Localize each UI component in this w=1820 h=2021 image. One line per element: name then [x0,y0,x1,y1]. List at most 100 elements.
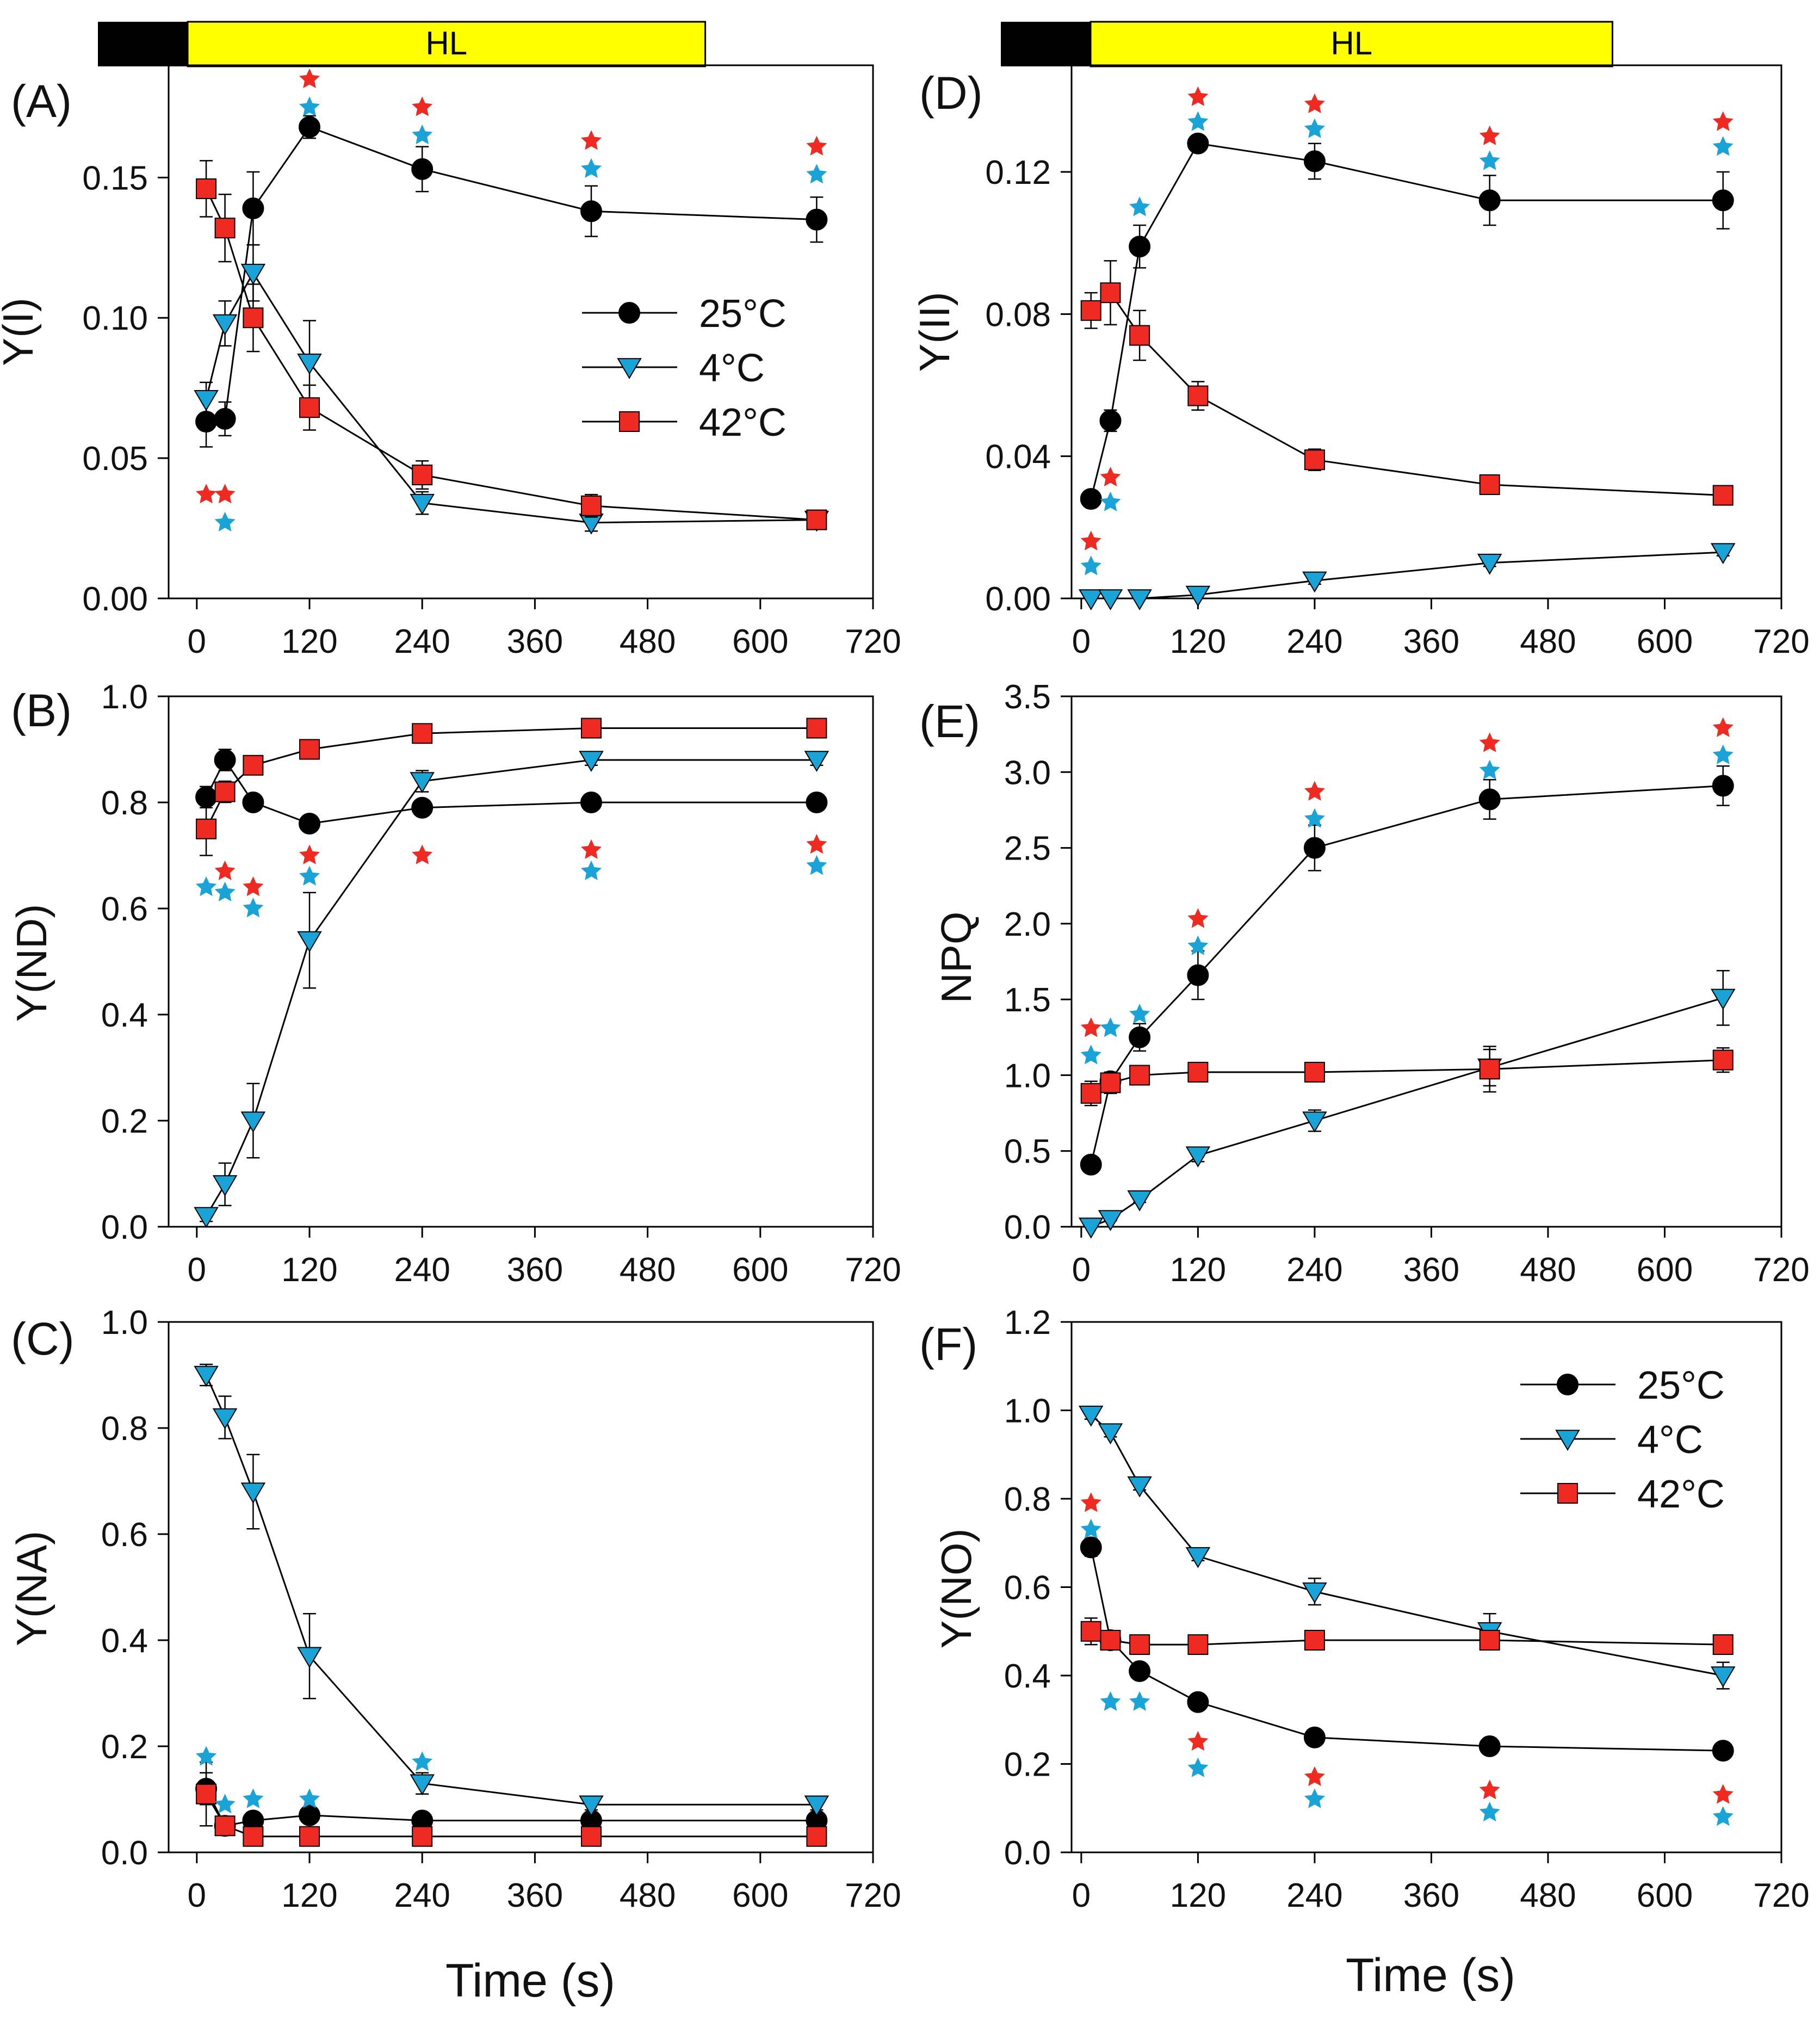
x-tick-label: 240 [1286,1877,1342,1914]
significance-asterisk [1479,759,1500,780]
significance-asterisk [1712,744,1734,764]
y-tick-label: 0.04 [985,438,1051,476]
significance-asterisk [1187,1757,1209,1777]
significance-asterisk [1479,125,1500,145]
significance-asterisk [1304,781,1325,801]
data-point [1187,1634,1209,1655]
y-axis-label: Y(I) [0,298,42,366]
data-point [1100,1072,1121,1093]
x-tick-label: 120 [281,1877,337,1914]
series-25°C [195,749,828,835]
legend-label: 25°C [699,292,787,336]
x-tick-label: 600 [1637,1877,1693,1914]
y-tick-label: 0.12 [985,154,1051,191]
significance-asterisk [196,484,217,504]
data-point [299,116,320,138]
data-point [1302,571,1327,593]
significance-asterisk [299,844,320,864]
data-point [1185,1146,1211,1167]
y-tick-label: 0.8 [1004,1481,1051,1518]
series-4°C [194,1363,829,1817]
y-tick-label: 3.5 [1004,678,1051,716]
legend-label: 42°C [1637,1473,1725,1516]
significance-asterisk [299,1788,320,1808]
panel-F: 0 120 240 360 480 600 720 0.0 0.2 0.4 0.6 0.8 1.0 1.2… [919,1304,1810,1914]
data-point [1477,553,1502,575]
data-point [299,739,320,760]
x-tick-label: 0 [1072,623,1091,660]
significance-asterisk [196,1746,217,1766]
y-tick-label: 1.0 [101,678,148,716]
data-point [1712,1049,1734,1071]
data-point [1080,1083,1101,1104]
data-point [1185,585,1211,607]
y-tick-label: 2.5 [1004,830,1051,868]
y-tick-label: 0.8 [101,784,148,822]
legend-marker [617,358,642,379]
y-tick-label: 0.2 [101,1103,148,1140]
significance-asterisk [1100,466,1121,486]
data-point [1127,1476,1152,1498]
data-point [1129,1026,1151,1048]
significance-asterisk [1712,136,1734,156]
data-point [1129,1660,1151,1682]
x-tick-label: 360 [507,1251,563,1289]
significance-asterisk [1712,1784,1734,1804]
significance-asterisk [412,96,433,116]
significance-asterisk [1187,111,1209,131]
x-tick-label: 120 [281,623,337,660]
y-tick-label: 0.0 [1004,1834,1051,1872]
y-tick-label: 0.2 [1004,1746,1051,1784]
x-tick-label: 0 [188,623,206,660]
data-point [242,792,264,813]
data-point [410,1774,435,1796]
significance-asterisk [806,834,827,854]
data-point [1303,150,1326,172]
x-tick-label: 720 [1753,1877,1809,1914]
y-tick-label: 0.8 [101,1410,148,1448]
data-point [1710,988,1736,1010]
y-tick-label: 1.0 [1004,1057,1051,1095]
significance-asterisk [1304,808,1325,828]
x-tick-label: 480 [620,1877,676,1914]
data-point [1712,1634,1734,1655]
x-tick-label: 600 [1637,1251,1693,1289]
data-point [1187,964,1209,986]
significance-asterisk [1080,1045,1101,1065]
significance-asterisk [1187,935,1209,955]
data-point [214,218,236,239]
legend-marker [1557,1374,1578,1395]
data-point [299,1804,320,1826]
significance-asterisk [581,158,602,178]
light-bar-dark [1001,22,1091,66]
data-point [240,1482,266,1504]
data-point [1187,385,1209,406]
series-42°C [1080,1617,1734,1655]
x-tick-label: 0 [1072,1877,1091,1914]
data-point [243,755,264,776]
data-point [1099,410,1122,432]
data-point [196,1783,217,1804]
light-bar-label: HL [425,25,467,61]
series-42°C [196,718,827,856]
significance-asterisk [243,876,264,897]
y-tick-label: 0.08 [985,296,1051,333]
legend: 25°C 4°C 42°C [582,292,787,444]
y-tick-label: 1.0 [101,1304,148,1342]
significance-asterisk [299,68,320,88]
x-tick-label: 720 [1753,623,1809,660]
y-tick-label: 0.05 [82,440,148,478]
x-axis-title-right: Time (s) [1346,1949,1515,2001]
data-point [1127,1190,1152,1212]
data-point [214,749,236,771]
y-axis-label: Y(II) [911,292,958,372]
data-point [1079,1405,1104,1427]
y-tick-label: 0.00 [985,580,1051,618]
data-point [581,1826,602,1847]
y-tick-label: 0.0 [101,1834,148,1872]
significance-asterisk [1304,118,1325,138]
data-point [412,723,433,744]
x-tick-label: 720 [845,1877,901,1914]
significance-asterisk [1712,111,1734,131]
panel-label: (D) [919,67,983,119]
